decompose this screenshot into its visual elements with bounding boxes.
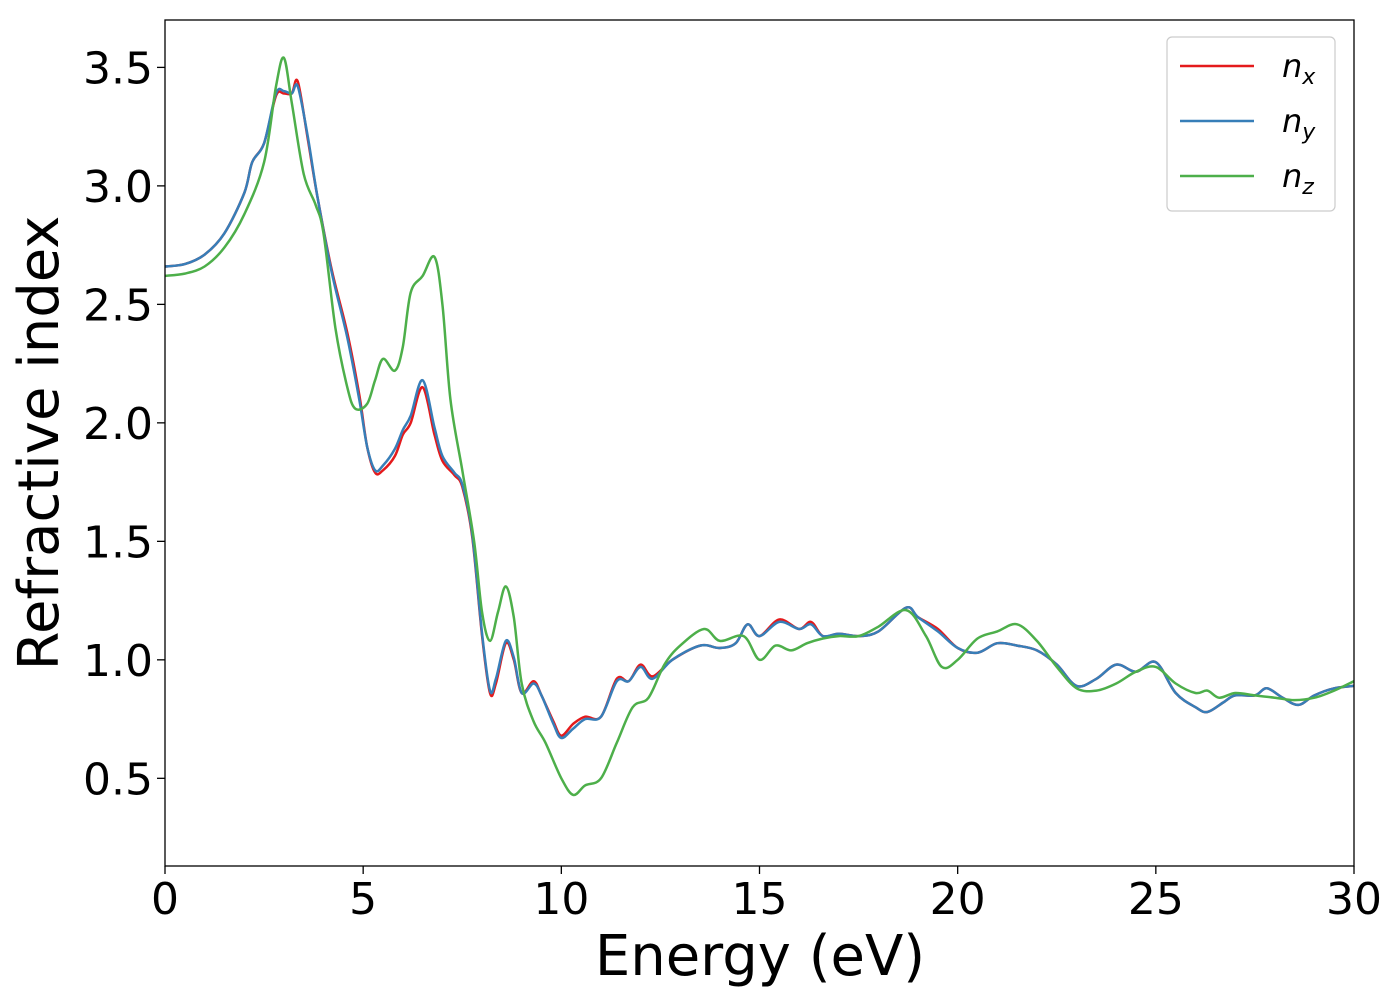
legend-label-x: nx <box>1282 47 1316 90</box>
y-axis-ticks: 0.5 1.0 1.5 2.0 2.5 3.0 3.5 <box>83 43 165 805</box>
y-tick-label: 2.0 <box>83 399 153 450</box>
x-tick-label: 30 <box>1326 874 1382 925</box>
y-tick-label: 2.5 <box>83 280 153 331</box>
series-line-n-z <box>165 56 1354 797</box>
y-tick-label: 1.0 <box>83 636 153 687</box>
x-axis-ticks: 0 5 10 15 20 25 30 <box>151 866 1382 925</box>
series-line-n-y <box>165 83 1354 740</box>
x-tick-label: 0 <box>151 874 179 925</box>
x-tick-label: 15 <box>732 874 788 925</box>
x-tick-label: 5 <box>349 874 377 925</box>
legend-label-y: ny <box>1282 102 1316 145</box>
y-axis-title: Refractive index <box>7 216 72 671</box>
legend-box <box>1166 36 1336 212</box>
x-tick-label: 20 <box>930 874 986 925</box>
legend-label-base: n <box>1282 47 1302 85</box>
x-tick-label: 10 <box>533 874 589 925</box>
legend-label-subscript: z <box>1301 175 1314 200</box>
legend-label-subscript: y <box>1301 120 1316 145</box>
x-tick-label: 25 <box>1128 874 1184 925</box>
y-tick-label: 3.0 <box>83 162 153 213</box>
y-tick-label: 1.5 <box>83 517 153 568</box>
x-axis-title: Energy (eV) <box>595 924 925 989</box>
y-tick-label: 0.5 <box>83 754 153 805</box>
series-layer <box>165 56 1354 797</box>
legend-label-subscript: x <box>1301 65 1316 90</box>
y-tick-label: 3.5 <box>83 43 153 94</box>
legend-label-base: n <box>1282 157 1302 195</box>
legend-label-base: n <box>1282 102 1302 140</box>
legend-label-z: nz <box>1282 157 1314 200</box>
